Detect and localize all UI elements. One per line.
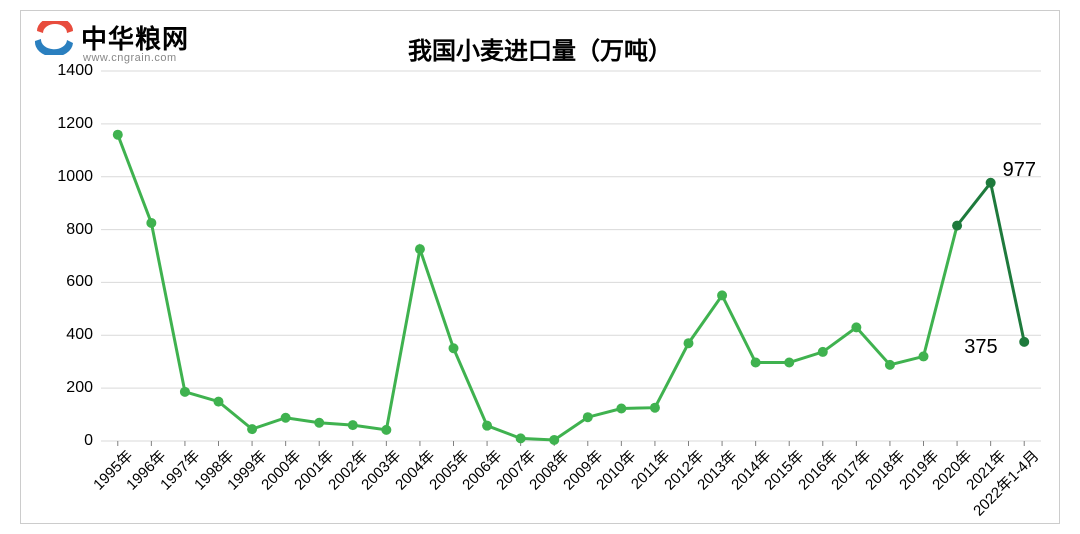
line-segment-end xyxy=(957,183,1024,342)
plot-area: 0200400600800100012001400 1995年1996年1997… xyxy=(101,71,1041,441)
chart-svg xyxy=(101,71,1041,441)
y-axis-label: 400 xyxy=(66,326,101,344)
data-point xyxy=(415,244,425,254)
data-point xyxy=(885,360,895,370)
data-point xyxy=(583,412,593,422)
data-label: 375 xyxy=(964,336,997,359)
data-point xyxy=(214,397,224,407)
data-point xyxy=(986,178,996,188)
data-point xyxy=(449,343,459,353)
data-point xyxy=(616,403,626,413)
data-point xyxy=(784,358,794,368)
data-point xyxy=(1019,337,1029,347)
data-point xyxy=(952,221,962,231)
chart-container: 中华粮网 www.cngrain.com 我国小麦进口量（万吨） 0200400… xyxy=(20,10,1060,524)
data-point xyxy=(281,413,291,423)
data-point xyxy=(818,347,828,357)
data-point xyxy=(482,421,492,431)
y-axis-label: 1400 xyxy=(57,62,101,80)
y-axis-label: 0 xyxy=(84,432,101,450)
y-axis-label: 200 xyxy=(66,379,101,397)
data-point xyxy=(381,425,391,435)
data-point xyxy=(851,322,861,332)
data-point xyxy=(919,351,929,361)
data-point xyxy=(113,130,123,140)
data-point xyxy=(751,358,761,368)
data-point xyxy=(314,418,324,428)
data-point xyxy=(180,387,190,397)
y-axis-label: 1200 xyxy=(57,115,101,133)
y-axis-label: 600 xyxy=(66,273,101,291)
data-point xyxy=(348,420,358,430)
data-point xyxy=(684,338,694,348)
y-axis-label: 1000 xyxy=(57,168,101,186)
data-label: 977 xyxy=(1003,159,1036,182)
line-segment-main xyxy=(118,135,957,440)
y-axis-label: 800 xyxy=(66,221,101,239)
data-point xyxy=(717,290,727,300)
chart-title: 我国小麦进口量（万吨） xyxy=(21,31,1059,66)
data-point xyxy=(146,218,156,228)
data-point xyxy=(247,424,257,434)
data-point xyxy=(650,403,660,413)
